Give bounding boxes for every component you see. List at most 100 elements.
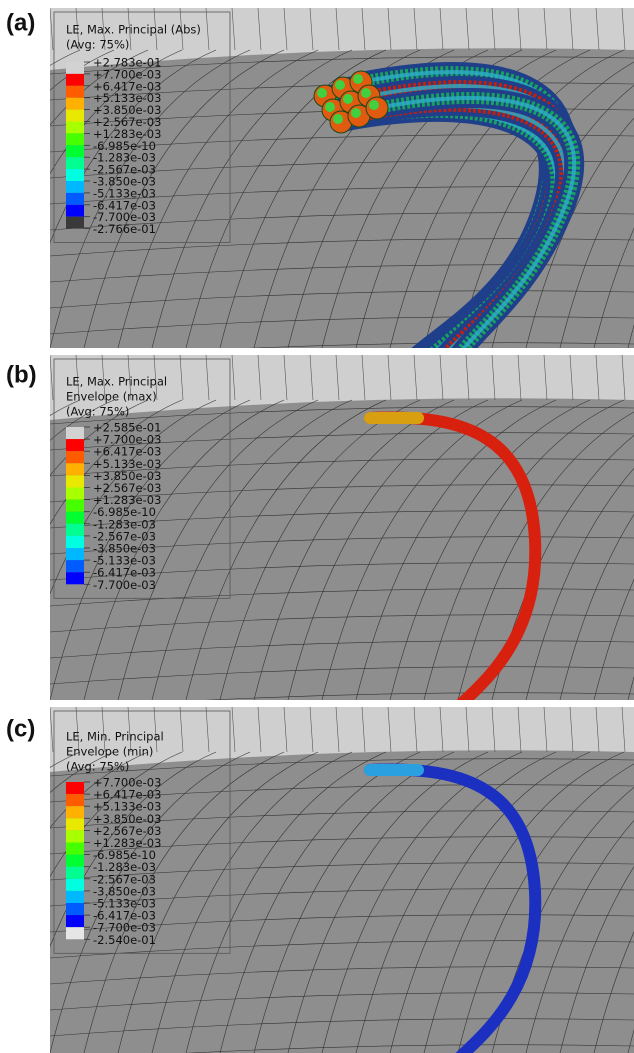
legend-swatch — [66, 866, 84, 879]
mesh-line — [50, 862, 634, 881]
mesh-line — [50, 316, 634, 335]
legend-swatch — [66, 782, 84, 795]
mesh-line — [525, 820, 634, 1053]
legend-box — [53, 358, 231, 599]
legend-box — [53, 11, 231, 244]
mesh-line — [525, 117, 634, 348]
mesh-line — [50, 751, 217, 948]
legend-swatch — [66, 97, 84, 110]
legend-label: +6.417e-03 — [93, 788, 161, 802]
mesh-line — [423, 751, 625, 1053]
mesh-line — [50, 588, 634, 607]
mesh-line — [465, 355, 470, 401]
legend-label: -7.700e-03 — [93, 578, 156, 592]
mesh-line — [465, 8, 470, 51]
legend-label: +2.567e-03 — [93, 824, 161, 838]
mesh-line — [153, 707, 158, 753]
mesh-line — [50, 888, 634, 907]
pipe-top — [50, 355, 634, 420]
mesh-line — [75, 8, 80, 51]
legend-label: +1.283e-03 — [93, 836, 161, 850]
mesh-line — [595, 355, 600, 401]
strand-end — [353, 74, 363, 84]
legend-label: -2.567e-03 — [93, 163, 156, 177]
mesh-line — [387, 8, 392, 51]
legend-label: +7.700e-03 — [93, 776, 161, 790]
mesh-line — [75, 707, 80, 753]
mesh-line — [593, 578, 634, 700]
mesh-line — [543, 355, 548, 401]
mesh-line — [361, 8, 366, 51]
legend-label: -7.700e-03 — [93, 210, 156, 224]
mesh-line — [50, 751, 183, 878]
legend-label: -6.985e-10 — [93, 505, 156, 519]
mesh-line — [517, 707, 522, 753]
mesh-line — [439, 355, 444, 401]
mesh-line — [321, 399, 523, 700]
legend-label: +2.783e-01 — [93, 56, 161, 70]
mesh-line — [355, 49, 557, 348]
mesh-line — [248, 342, 634, 348]
legend-label: +2.585e-01 — [93, 421, 161, 435]
mesh-line — [50, 562, 634, 581]
mesh-line — [50, 355, 54, 401]
mesh-line — [283, 8, 288, 51]
legend-title: LE, Min. Principal — [66, 730, 164, 744]
legend-swatch — [66, 878, 84, 891]
mesh-line — [50, 751, 251, 1053]
strand — [376, 96, 577, 348]
mesh-line — [205, 355, 210, 401]
legend-swatch — [66, 499, 84, 512]
legend-label: -5.133e-03 — [93, 186, 156, 200]
legend-label: -1.283e-03 — [93, 151, 156, 165]
mesh-line — [559, 513, 634, 700]
mesh-line — [257, 355, 262, 401]
mesh-line — [50, 640, 634, 659]
panel: LE, Max. Principal (Abs)(Avg: 75%) +2.783… — [6, 8, 634, 348]
mesh-line — [387, 355, 392, 401]
mesh-line — [389, 399, 591, 700]
mesh-line — [491, 355, 496, 401]
mesh-line — [50, 458, 634, 477]
mesh-line — [83, 49, 285, 348]
mesh-line — [83, 399, 285, 700]
mesh-line — [127, 8, 132, 51]
mesh-line — [621, 355, 626, 401]
mesh-line — [50, 56, 634, 75]
mesh-line — [50, 406, 634, 425]
legend-label: +3.850e-03 — [93, 469, 161, 483]
legend-swatch — [66, 560, 84, 573]
legend-label: +7.700e-03 — [93, 67, 161, 81]
mesh-line — [117, 399, 319, 700]
strand-end — [317, 88, 327, 98]
legend-swatch — [66, 427, 84, 440]
strand-end — [325, 102, 335, 112]
mesh-line — [321, 751, 523, 1053]
mesh-line — [621, 8, 626, 51]
mesh-line — [439, 8, 444, 51]
mesh-line — [559, 866, 634, 1053]
legend-label: +2.567e-03 — [93, 481, 161, 495]
legend-label: -6.417e-03 — [93, 909, 156, 923]
strand-end — [369, 100, 379, 110]
legend-swatch — [66, 169, 84, 181]
mesh-line — [185, 751, 387, 1053]
mesh-line — [185, 49, 387, 348]
legend-label: +6.417e-03 — [93, 445, 161, 459]
legend-title: Envelope (min) — [66, 745, 153, 759]
mesh-line — [151, 49, 353, 348]
mesh-line — [50, 536, 634, 555]
legend-swatch — [66, 73, 84, 86]
mesh-line — [569, 707, 574, 753]
pipe-top — [50, 8, 634, 70]
cable — [364, 411, 542, 700]
legend-swatch — [66, 85, 84, 98]
legend-label: -3.850e-03 — [93, 884, 156, 898]
mesh-line — [439, 707, 444, 753]
legend-swatch — [66, 915, 84, 928]
legend-swatch — [66, 145, 84, 158]
legend-title: (Avg: 75%) — [66, 760, 129, 774]
background — [50, 8, 634, 348]
legend-label: +1.283e-03 — [93, 493, 161, 507]
